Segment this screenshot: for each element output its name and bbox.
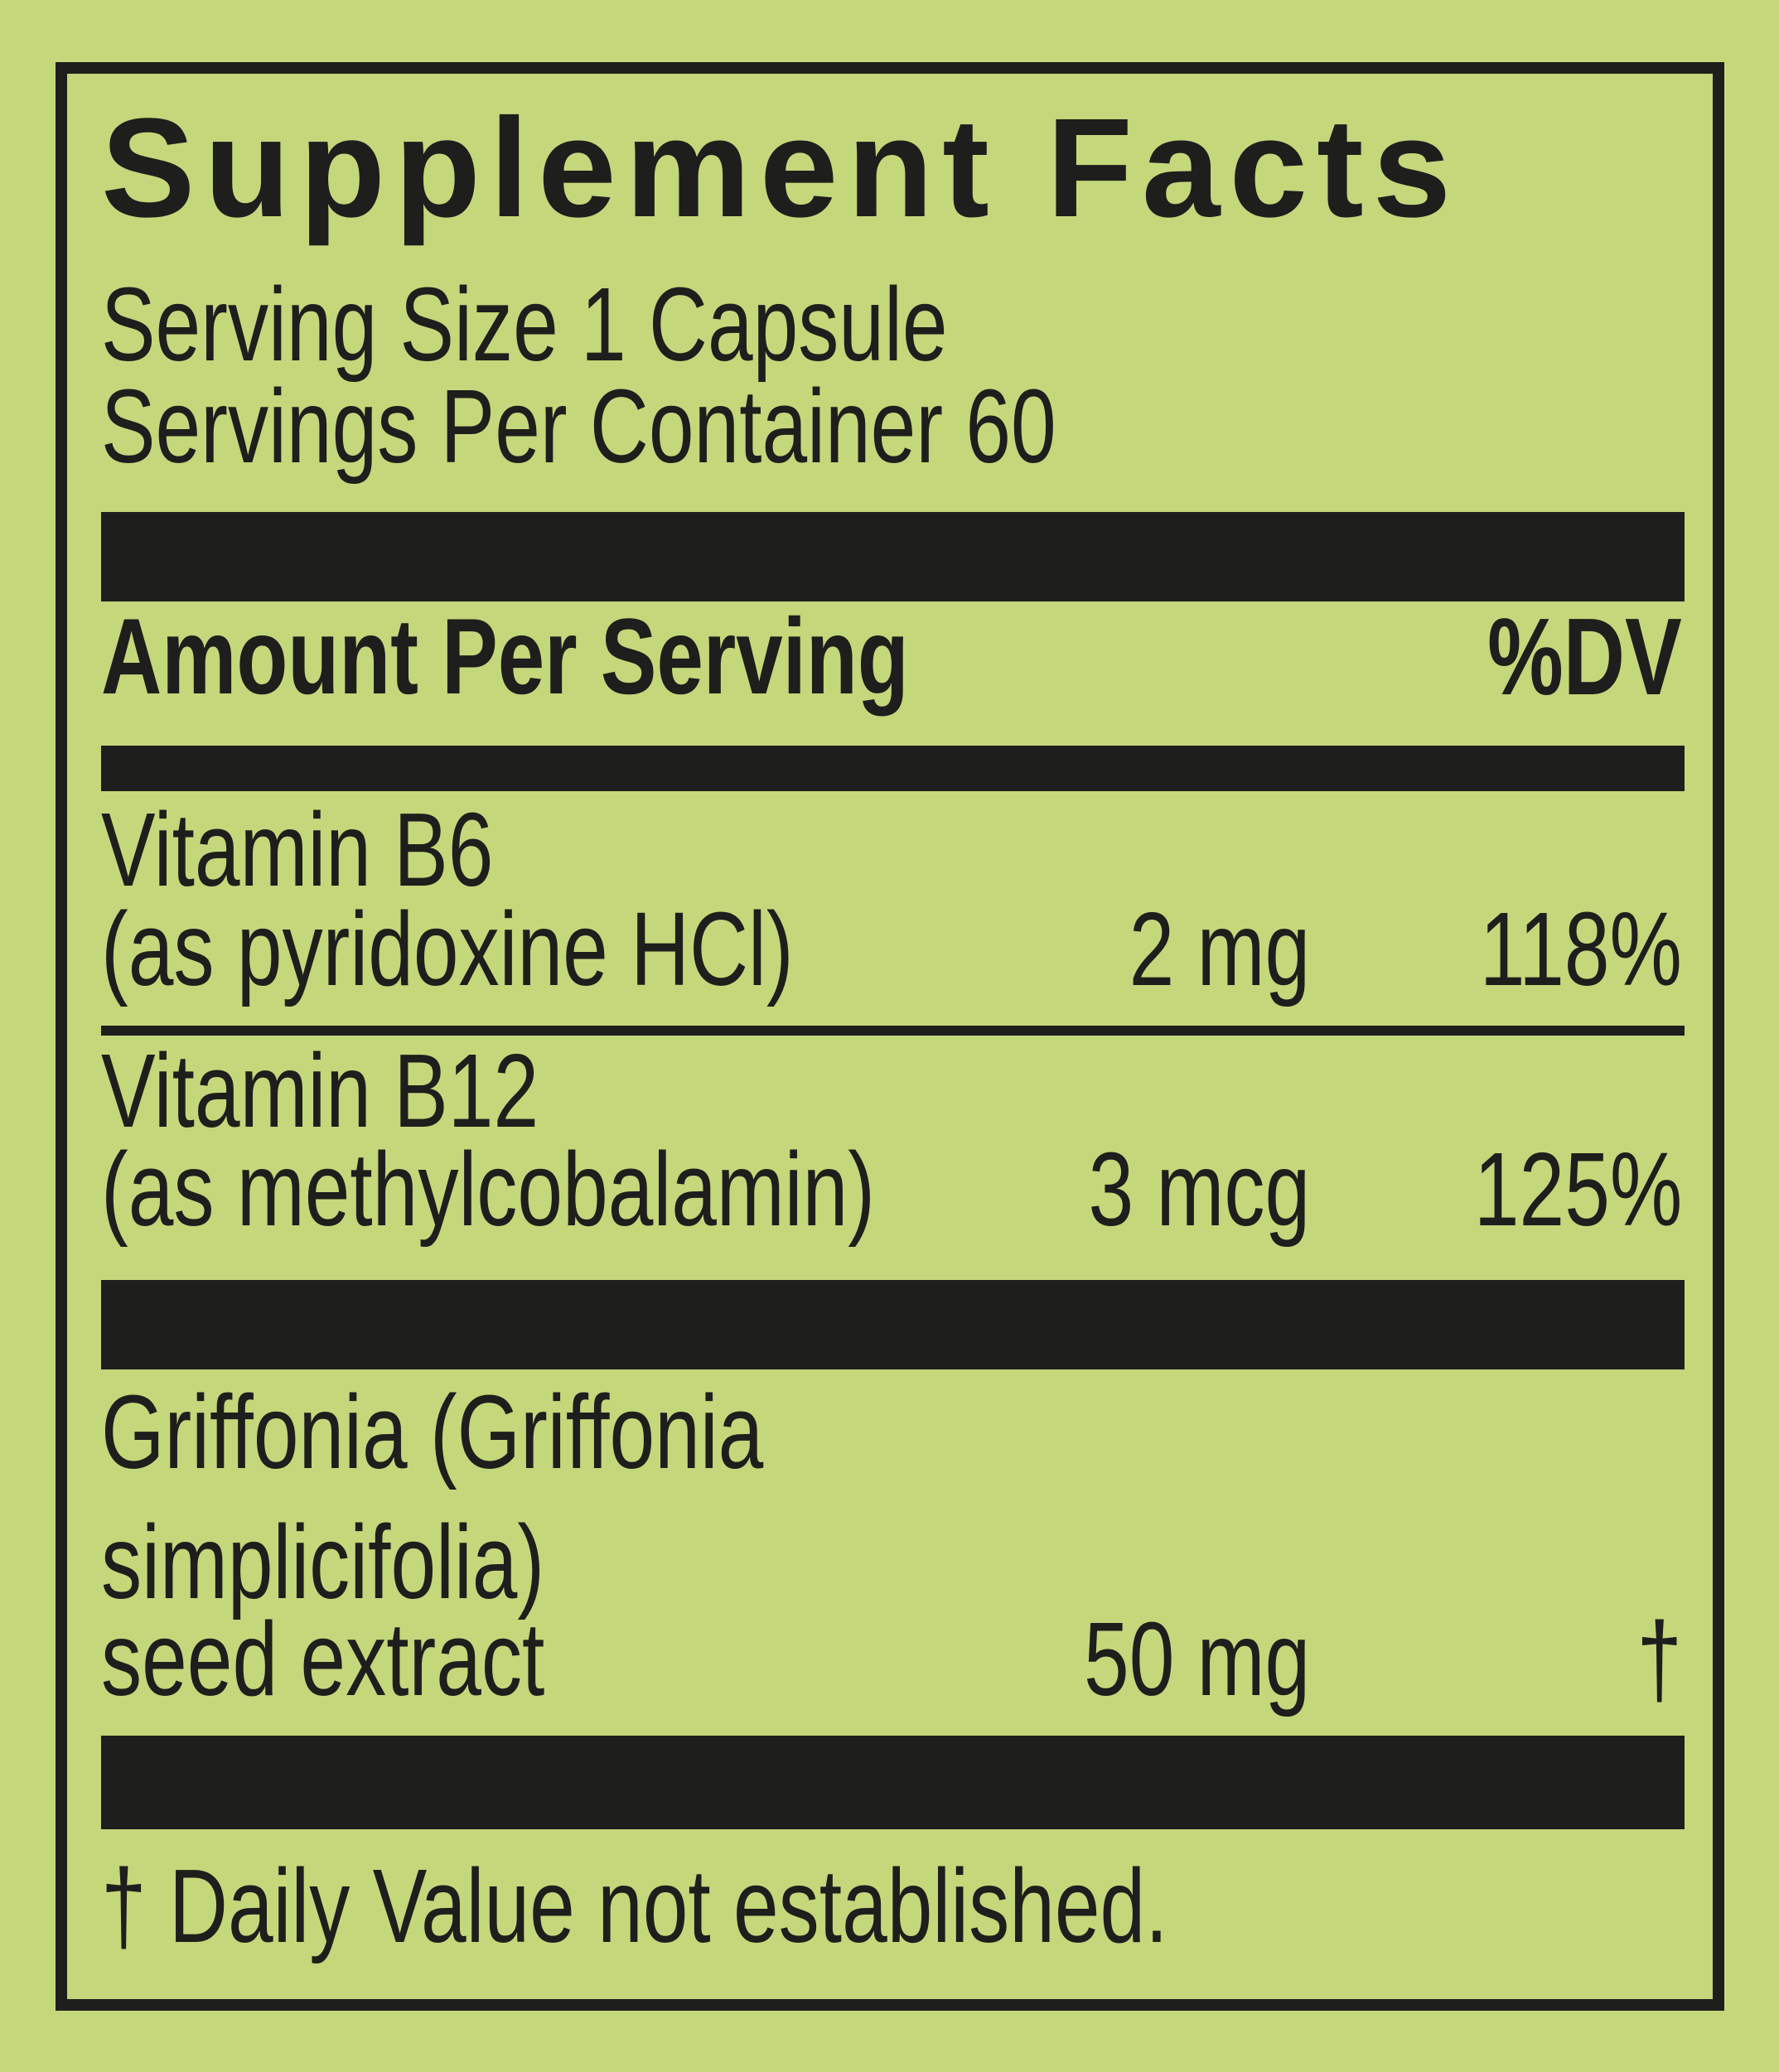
serving-size-text: Serving Size 1 Capsule [101, 266, 948, 383]
nutrient-name-vitamin-b6: Vitamin B6 [101, 798, 604, 902]
panel-title: Supplement Facts [101, 98, 1460, 239]
amount-cell-griffonia: 50 mg [101, 1607, 1310, 1712]
column-header-amount-text: Amount Per Serving [101, 596, 909, 717]
panel-title-text: Supplement Facts [101, 89, 1461, 247]
dagger-symbol: † [1636, 1601, 1682, 1717]
servings-per-container-text: Servings Per Container 60 [101, 368, 1056, 485]
dv-cell-vitamin-b12: 125% [101, 1137, 1682, 1242]
daily-value-footnote: † Daily Value not established. [101, 1854, 1469, 1958]
nutrient-form-vitamin-b12: (as methylcobalamin) [101, 1137, 1093, 1242]
nutrient-name-griffonia-line1: Griffonia (Griffonia [101, 1380, 950, 1485]
dv-value-text: 125% [1473, 1131, 1682, 1248]
dv-cell-vitamin-b6: 118% [101, 897, 1682, 1002]
column-header-amount: Amount Per Serving [101, 602, 1137, 710]
servings-per-container-line: Servings Per Container 60 [101, 374, 1326, 479]
column-header-dv: %DV [101, 602, 1682, 712]
nutrient-form-vitamin-b6: (as pyridoxine HCl) [101, 897, 989, 1002]
nutrient-name-griffonia-line3: seed extract [101, 1607, 670, 1712]
nutrient-form-text: (as pyridoxine HCl) [101, 891, 794, 1007]
divider-bar-header [101, 746, 1685, 791]
thin-rule-separator [101, 1026, 1685, 1036]
amount-value-text: 2 mg [1129, 891, 1310, 1007]
nutrient-name-text: Vitamin B12 [101, 1032, 539, 1149]
dv-value-text: 118% [1479, 891, 1682, 1007]
divider-bar-middle [101, 1280, 1685, 1369]
nutrient-form-text: (as methylcobalamin) [101, 1131, 876, 1248]
amount-value-text: 3 mcg [1088, 1131, 1310, 1248]
nutrient-name-vitamin-b12: Vitamin B12 [101, 1039, 662, 1143]
nutrient-name-text: Griffonia (Griffonia [101, 1374, 764, 1490]
divider-bar-top [101, 512, 1685, 601]
dv-cell-griffonia: † [101, 1607, 1682, 1712]
daily-value-footnote-text: † Daily Value not established. [101, 1847, 1168, 1964]
nutrient-name-text: simplicifolia) [101, 1504, 545, 1620]
supplement-facts-box: Supplement Facts Serving Size 1 Capsule … [56, 62, 1724, 2011]
amount-cell-vitamin-b12: 3 mcg [101, 1137, 1310, 1242]
column-header-dv-text: %DV [1487, 596, 1682, 717]
nutrient-name-text: seed extract [101, 1601, 545, 1717]
amount-cell-vitamin-b6: 2 mg [101, 897, 1310, 1002]
amount-value-text: 50 mg [1083, 1601, 1310, 1717]
nutrient-name-text: Vitamin B6 [101, 791, 494, 908]
nutrient-name-griffonia-line2: simplicifolia) [101, 1510, 670, 1615]
divider-bar-bottom [101, 1736, 1685, 1829]
serving-size-line: Serving Size 1 Capsule [101, 273, 1187, 377]
